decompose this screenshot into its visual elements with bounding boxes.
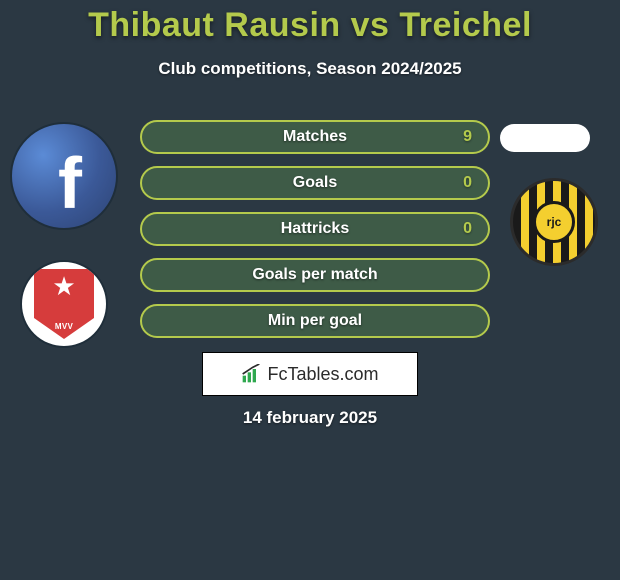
mvv-text: MVV [34,322,94,331]
stat-row: Min per goal [140,304,490,338]
stat-row: Goals0 [140,166,490,200]
stat-label: Goals [142,174,488,192]
stat-row: Matches9 [140,120,490,154]
brand-text: FcTables.com [267,364,378,385]
club-right-badge: rjc [510,178,598,266]
facebook-icon: f [58,143,82,225]
club-left-badge: ★ MVV [20,260,108,348]
stat-label: Hattricks [142,220,488,238]
player-left-avatar: f [10,122,118,230]
player-right-avatar [500,124,590,152]
star-icon: ★ [52,273,75,299]
chart-icon [241,364,261,384]
mvv-shield-icon: ★ MVV [34,269,94,339]
stat-label: Goals per match [142,266,488,284]
page-title: Thibaut Rausin vs Treichel [0,0,620,45]
stat-label: Min per goal [142,312,488,330]
brand-box: FcTables.com [202,352,418,396]
stat-label: Matches [142,128,488,146]
stat-row: Goals per match [140,258,490,292]
stat-right-value: 0 [463,220,472,238]
snapshot-date: 14 february 2025 [0,408,620,428]
stats-panel: Matches9Goals0Hattricks0Goals per matchM… [140,120,490,350]
roda-inner-icon: rjc [533,201,575,243]
page-subtitle: Club competitions, Season 2024/2025 [0,59,620,79]
stat-row: Hattricks0 [140,212,490,246]
stat-right-value: 0 [463,174,472,192]
stat-right-value: 9 [463,128,472,146]
